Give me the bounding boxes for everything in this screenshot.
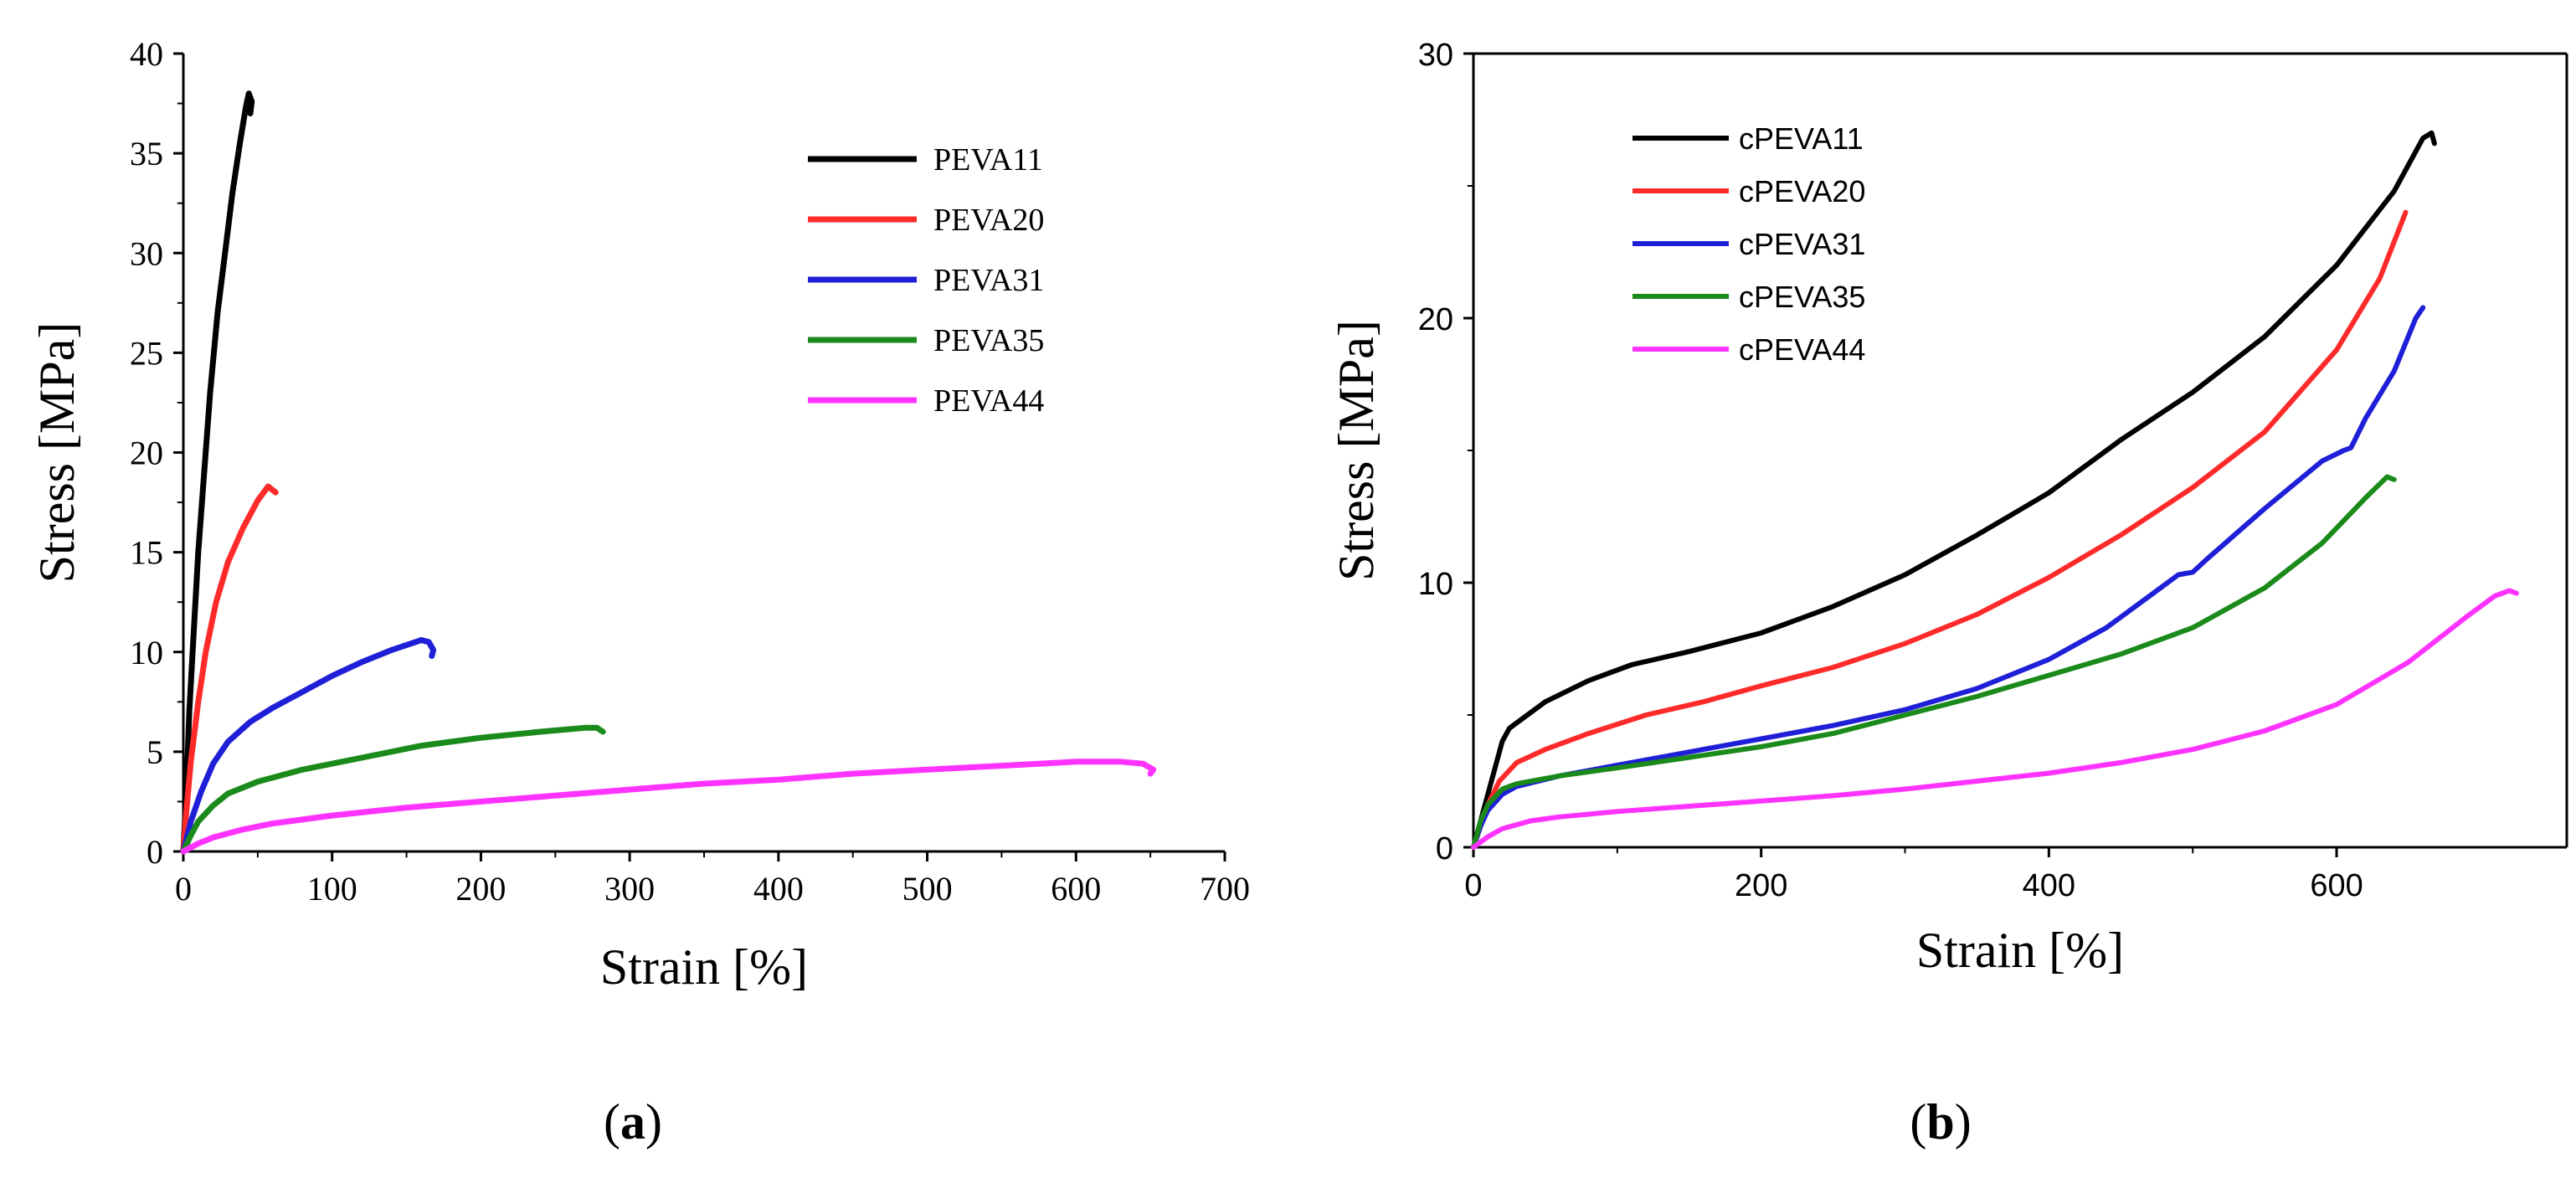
x-tick-label: 600 [2310, 868, 2363, 903]
y-tick-label: 30 [130, 234, 163, 272]
series-line-peva20 [180, 483, 279, 855]
x-tick-label: 0 [175, 870, 192, 908]
x-tick-label: 400 [753, 870, 804, 908]
chart-panel-b: 0 200 400 600 0 10 20 30 Strain [%] Stress [MPa] c… [1329, 38, 2568, 978]
legend-label-peva35: PEVA35 [933, 323, 1044, 358]
x-axis-title: Strain [%] [1916, 923, 2124, 978]
legend-label-cpeva20: cPEVA20 [1739, 174, 1865, 208]
x-axis-title: Strain [%] [600, 939, 808, 995]
y-tick-label: 25 [130, 334, 163, 372]
series-line-peva35 [180, 724, 606, 855]
legend-label-cpeva35: cPEVA35 [1739, 280, 1865, 314]
y-tick-label: 40 [130, 35, 163, 73]
x-tick-label: 200 [1735, 868, 1787, 903]
legend-label-peva11: PEVA11 [933, 142, 1043, 177]
y-tick-label: 5 [147, 733, 163, 771]
series-line-cpeva20 [1471, 209, 2409, 850]
x-tick-label: 200 [455, 870, 506, 908]
y-tick-label: 15 [130, 534, 163, 572]
caption-b: (b) [1910, 1094, 1971, 1150]
caption-a: (a) [604, 1094, 662, 1150]
x-tick-label: 700 [1200, 870, 1250, 908]
legend-label-peva44: PEVA44 [933, 383, 1044, 419]
series-line-peva31 [180, 637, 437, 855]
y-tick-label: 30 [1418, 38, 1453, 73]
legend-label-cpeva31: cPEVA31 [1739, 227, 1865, 261]
x-tick-label: 400 [2023, 868, 2075, 903]
chart-panel-a: 0 100 200 300 400 500 600 700 0 5 10 15 20 25 30 35 40 St… [29, 35, 1250, 995]
series-line-cpeva11 [1471, 130, 2437, 850]
x-tick-label: 0 [1464, 868, 1482, 903]
x-tick-label: 500 [902, 870, 953, 908]
y-tick-label: 20 [130, 435, 163, 472]
y-tick-label: 0 [147, 833, 163, 871]
y-tick-label: 0 [1436, 831, 1453, 867]
legend-label-cpeva11: cPEVA11 [1739, 121, 1864, 156]
x-tick-label: 600 [1051, 870, 1101, 908]
legend-label-peva31: PEVA31 [933, 263, 1044, 298]
series-line-peva44 [180, 759, 1157, 855]
legend-label-peva20: PEVA20 [933, 203, 1044, 238]
y-tick-label: 10 [130, 634, 163, 671]
series-line-cpeva35 [1471, 474, 2397, 850]
y-tick-label: 20 [1418, 302, 1453, 337]
legend-label-cpeva44: cPEVA44 [1739, 332, 1865, 367]
x-tick-label: 300 [604, 870, 655, 908]
y-tick-label: 10 [1418, 567, 1453, 602]
series-line-cpeva44 [1471, 588, 2519, 850]
y-tick-label: 35 [130, 135, 163, 172]
x-tick-label: 100 [307, 870, 357, 908]
y-axis-title: Stress [MPa] [29, 322, 85, 584]
series-line-peva11 [180, 90, 255, 855]
y-axis-title: Stress [MPa] [1329, 320, 1384, 581]
